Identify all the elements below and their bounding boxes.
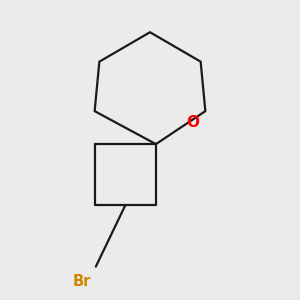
Text: Br: Br [73,274,91,289]
Text: O: O [186,116,199,130]
